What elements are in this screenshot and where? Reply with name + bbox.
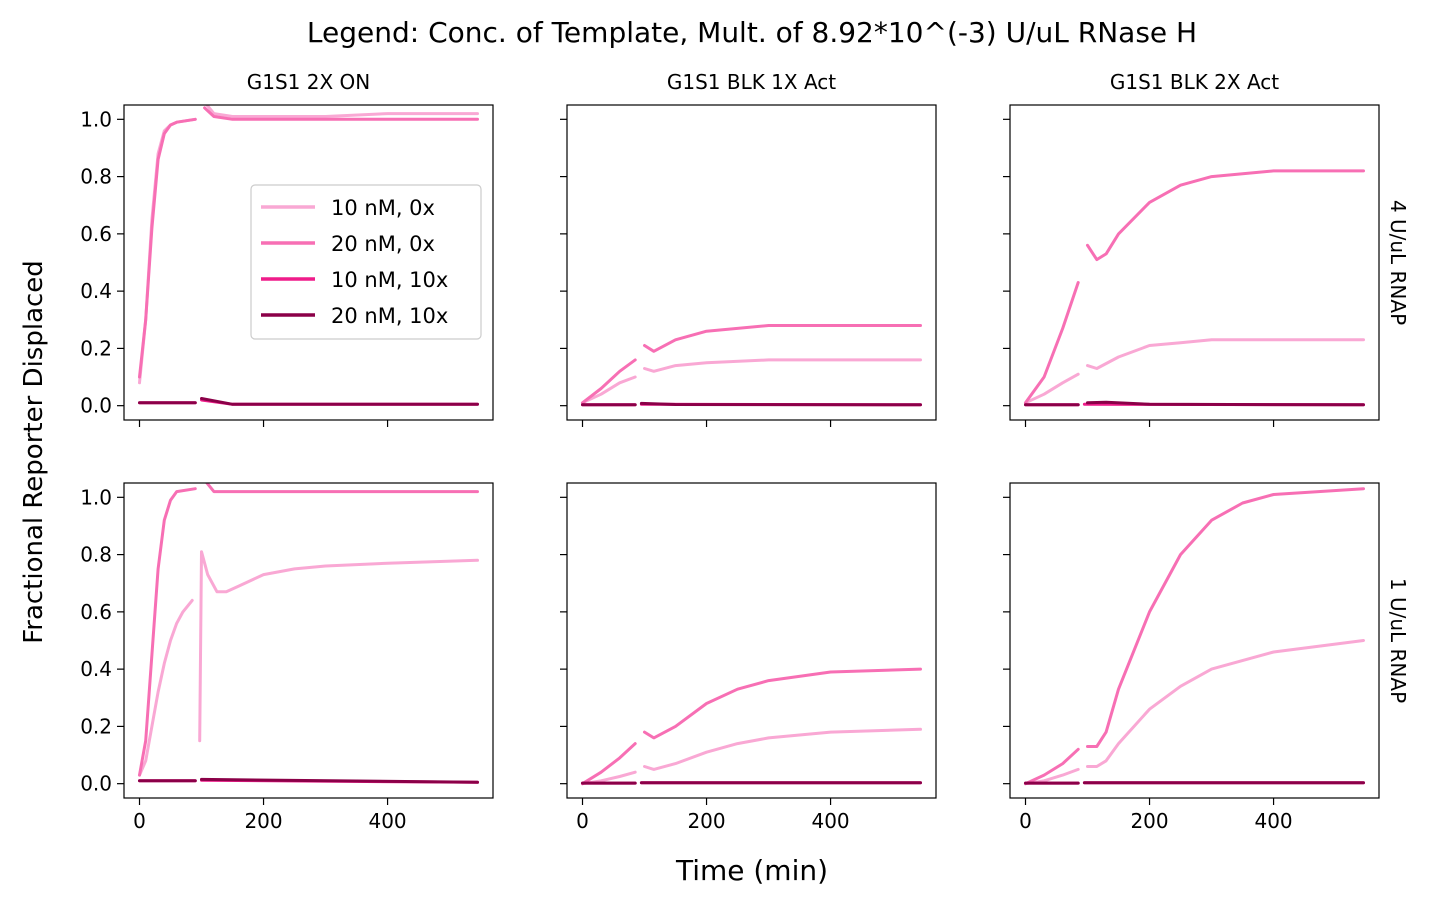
series-line-20-nm-0x-seg1 xyxy=(205,483,479,494)
panel-0-0: 0.0 0.2 0.4 0.6 0.8 1.0 G1S1 2X ON xyxy=(80,70,494,427)
y-tick-label: 0.0 xyxy=(80,394,112,418)
panels-group: 0.0 0.2 0.4 0.6 0.8 1.0 G1S1 2X ON G1S1 BLK 1X … xyxy=(80,70,1410,833)
panel-1-2: 0 200 400 1 U/uL RNAP xyxy=(1003,482,1410,833)
plot-frame xyxy=(566,482,937,799)
row-label: 4 U/uL RNAP xyxy=(1386,200,1410,325)
series-line-20-nm-10x-seg1 xyxy=(200,777,479,784)
plot-frame xyxy=(123,482,494,799)
panel-1-0: 0.0 0.2 0.4 0.6 0.8 1.0 0 200 400 xyxy=(80,482,494,833)
panel-1-1: 0 200 400 xyxy=(560,482,937,833)
panel-0-2: G1S1 BLK 2X Act 4 U/uL RNAP xyxy=(1003,70,1410,427)
x-tick-label: 200 xyxy=(1130,809,1168,833)
plot-frame xyxy=(1009,104,1380,421)
panel-title: G1S1 2X ON xyxy=(247,70,371,94)
x-tick-label: 400 xyxy=(368,809,406,833)
row-label: 1 U/uL RNAP xyxy=(1386,578,1410,703)
series-line-20-nm-0x-seg0 xyxy=(138,117,197,379)
x-tick-label: 0 xyxy=(1019,809,1032,833)
y-tick-label: 0.8 xyxy=(80,165,112,189)
series-line-20-nm-0x-seg1 xyxy=(643,324,922,353)
legend-label: 20 nM, 10x xyxy=(331,304,448,328)
plot-frame xyxy=(1009,482,1380,799)
series-line-10-nm-0x-seg0 xyxy=(1024,372,1080,405)
x-tick-label: 0 xyxy=(133,809,146,833)
y-tick-label: 0.2 xyxy=(80,714,112,738)
legend-frame xyxy=(250,184,482,340)
series-line-20-nm-0x-seg0 xyxy=(1024,747,1080,786)
figure-suptitle: Legend: Conc. of Template, Mult. of 8.92… xyxy=(307,16,1197,49)
series-line-20-nm-0x-seg0 xyxy=(138,487,197,777)
series-line-10-nm-0x-seg1 xyxy=(1086,639,1365,768)
x-tick-label: 400 xyxy=(811,809,849,833)
series-line-20-nm-0x-seg1 xyxy=(1086,487,1365,748)
y-tick-label: 0.6 xyxy=(80,600,112,624)
y-tick-label: 0.0 xyxy=(80,772,112,796)
plot-frame xyxy=(123,104,494,421)
x-tick-label: 400 xyxy=(1254,809,1292,833)
series-line-20-nm-0x-seg0 xyxy=(1024,281,1080,405)
x-tick-label: 0 xyxy=(576,809,589,833)
series-line-10-nm-0x-seg1 xyxy=(643,727,922,771)
series-group xyxy=(581,324,922,407)
panel-title: G1S1 BLK 1X Act xyxy=(667,70,836,94)
series-line-20-nm-0x-seg1 xyxy=(643,667,922,740)
series-line-10-nm-0x-seg0 xyxy=(138,598,194,777)
y-tick-label: 0.2 xyxy=(80,336,112,360)
series-line-20-nm-0x-seg1 xyxy=(203,106,479,121)
series-line-10-nm-0x-seg1 xyxy=(205,105,479,118)
legend-label: 10 nM, 0x xyxy=(331,196,435,220)
series-line-20-nm-0x-seg0 xyxy=(581,358,637,405)
series-line-10-nm-0x-seg0 xyxy=(581,375,637,405)
panel-0-1: G1S1 BLK 1X Act xyxy=(560,70,937,427)
series-line-20-nm-10x-seg1 xyxy=(200,397,479,406)
y-tick-label: 0.6 xyxy=(80,222,112,246)
legend: 10 nM, 0x 20 nM, 0x 10 nM, 10x 20 nM, 10x xyxy=(250,184,482,340)
legend-label: 10 nM, 10x xyxy=(331,268,448,292)
series-group xyxy=(581,667,922,786)
y-axis-label: Fractional Reporter Displaced xyxy=(19,260,49,644)
series-group xyxy=(1024,169,1365,407)
series-line-10-nm-0x-seg0 xyxy=(138,117,197,385)
x-tick-label: 200 xyxy=(687,809,725,833)
series-group xyxy=(138,483,479,784)
series-line-20-nm-10x-seg1 xyxy=(639,401,922,407)
y-tick-label: 0.4 xyxy=(80,279,112,303)
series-group xyxy=(138,105,479,406)
x-axis-label: Time (min) xyxy=(675,854,828,887)
x-tick-label: 200 xyxy=(244,809,282,833)
series-line-10-nm-0x-seg1 xyxy=(1086,338,1365,370)
legend-label: 20 nM, 0x xyxy=(331,232,435,256)
y-tick-label: 1.0 xyxy=(80,107,112,131)
series-line-10-nm-0x-seg1 xyxy=(643,358,922,373)
series-line-10-nm-0x-seg1 xyxy=(198,550,479,743)
series-line-20-nm-0x-seg1 xyxy=(1086,169,1365,262)
plot-frame xyxy=(566,104,937,421)
series-line-20-nm-0x-seg0 xyxy=(581,742,637,786)
y-tick-label: 0.4 xyxy=(80,657,112,681)
panel-title: G1S1 BLK 2X Act xyxy=(1110,70,1279,94)
series-line-20-nm-10x-seg1 xyxy=(1086,400,1365,407)
y-tick-label: 0.8 xyxy=(80,543,112,567)
series-group xyxy=(1024,487,1365,786)
y-tick-label: 1.0 xyxy=(80,485,112,509)
